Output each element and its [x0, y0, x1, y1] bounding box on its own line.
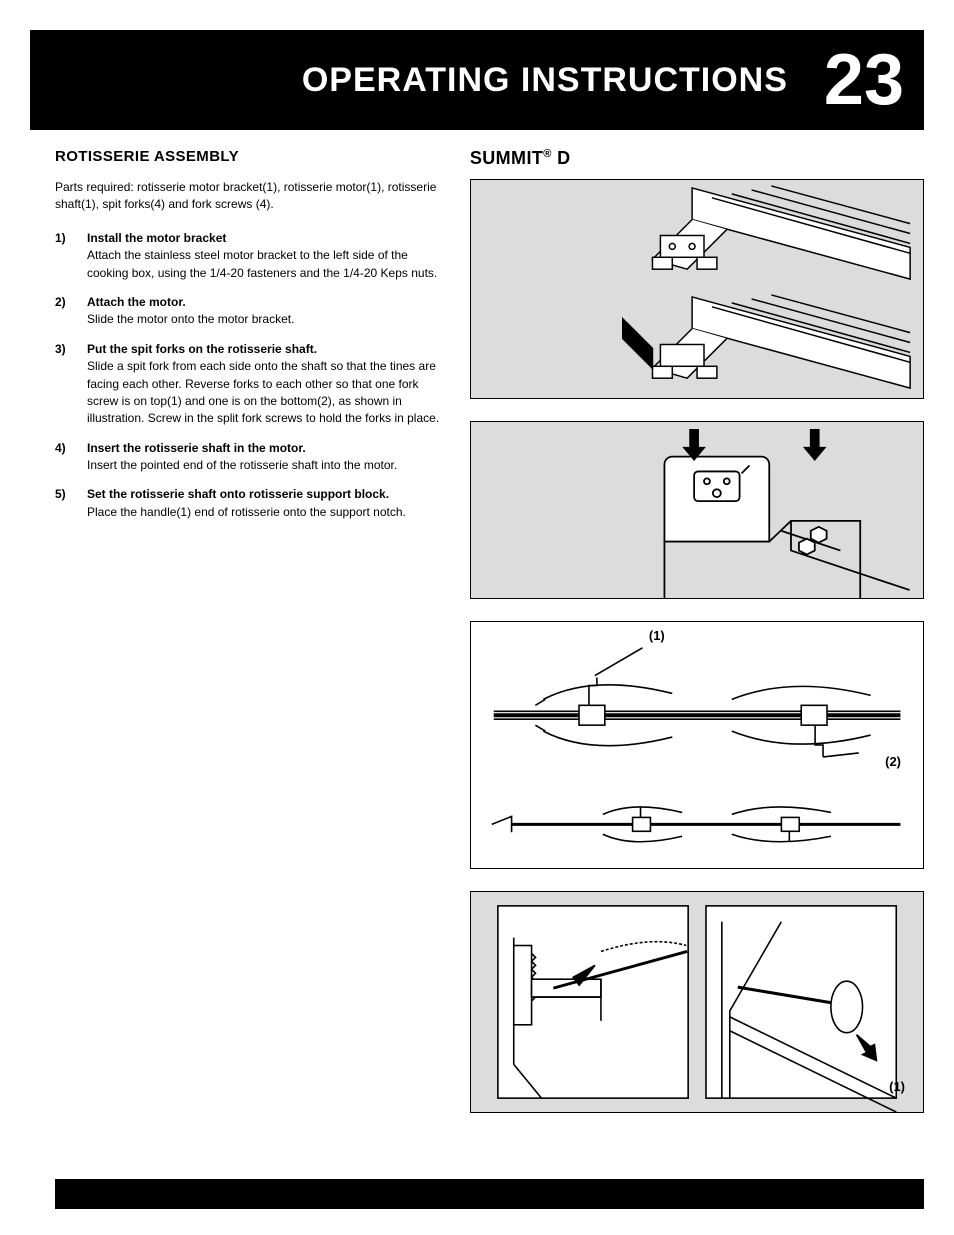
header-title: OPERATING INSTRUCTIONS — [302, 61, 788, 100]
callout-1b: (1) — [889, 1079, 905, 1094]
figure-bracket-install — [470, 179, 924, 399]
brand-reg: ® — [543, 148, 552, 160]
figure-motor-attach — [470, 421, 924, 599]
step-text: Slide the motor onto the motor bracket. — [87, 311, 294, 328]
figure-spit-forks: (1) (2) — [470, 621, 924, 869]
step-text: Attach the stainless steel motor bracket… — [87, 247, 442, 282]
page: OPERATING INSTRUCTIONS 23 ROTISSERIE ASS… — [0, 30, 954, 1209]
brand-title: SUMMIT® D — [470, 148, 924, 169]
step-heading: Put the spit forks on the rotisserie sha… — [87, 341, 442, 358]
section-title: ROTISSERIE ASSEMBLY — [55, 148, 442, 165]
left-column: ROTISSERIE ASSEMBLY Parts required: roti… — [55, 148, 442, 1135]
steps-list: 1) Install the motor bracket Attach the … — [55, 230, 442, 521]
step-4: 4) Insert the rotisserie shaft in the mo… — [55, 440, 442, 475]
step-heading: Insert the rotisserie shaft in the motor… — [87, 440, 397, 457]
step-1: 1) Install the motor bracket Attach the … — [55, 230, 442, 282]
step-number: 5) — [55, 486, 73, 521]
callout-1: (1) — [649, 628, 665, 643]
step-text: Place the handle(1) end of rotisserie on… — [87, 504, 406, 521]
figure-shaft-insert-svg — [471, 892, 923, 1112]
callout-2: (2) — [885, 754, 901, 769]
brand-post: D — [552, 148, 571, 168]
step-5: 5) Set the rotisserie shaft onto rotisse… — [55, 486, 442, 521]
step-number: 2) — [55, 294, 73, 329]
page-number: 23 — [824, 44, 904, 116]
step-2: 2) Attach the motor. Slide the motor ont… — [55, 294, 442, 329]
step-text: Insert the pointed end of the rotisserie… — [87, 457, 397, 474]
figure-shaft-insert: (1) — [470, 891, 924, 1113]
figure-bracket-install-svg — [471, 180, 923, 398]
right-column: SUMMIT® D — [470, 148, 924, 1135]
figure-motor-attach-svg — [471, 422, 923, 598]
step-number: 3) — [55, 341, 73, 428]
step-text: Slide a spit fork from each side onto th… — [87, 358, 442, 428]
footer-band — [55, 1179, 924, 1209]
parts-required: Parts required: rotisserie motor bracket… — [55, 179, 442, 214]
step-heading: Set the rotisserie shaft onto rotisserie… — [87, 486, 406, 503]
content-columns: ROTISSERIE ASSEMBLY Parts required: roti… — [0, 130, 954, 1155]
brand-pre: SUMMIT — [470, 148, 543, 168]
step-number: 4) — [55, 440, 73, 475]
step-number: 1) — [55, 230, 73, 282]
header-band: OPERATING INSTRUCTIONS 23 — [30, 30, 924, 130]
step-heading: Install the motor bracket — [87, 230, 442, 247]
step-heading: Attach the motor. — [87, 294, 294, 311]
figure-spit-forks-svg — [471, 622, 923, 868]
step-3: 3) Put the spit forks on the rotisserie … — [55, 341, 442, 428]
